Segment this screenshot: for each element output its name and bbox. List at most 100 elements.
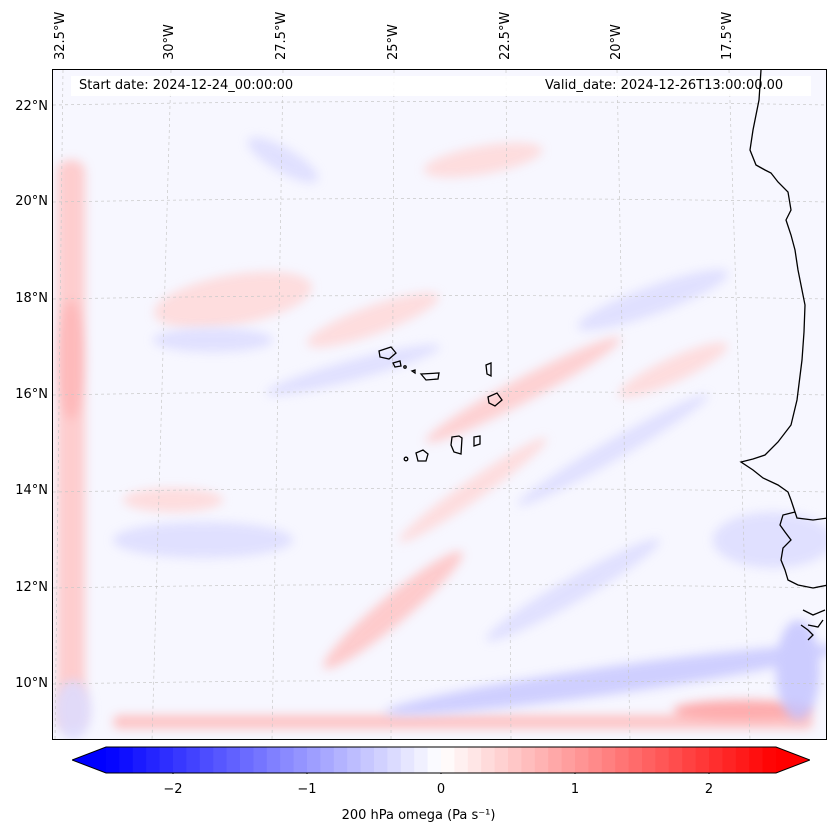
colorbar-segment	[709, 747, 723, 773]
island-sao-nicolau	[419, 372, 440, 381]
latitude-label-16n: 16°N	[15, 387, 48, 402]
colorbar-segment	[722, 747, 737, 773]
island-boa-vista	[487, 392, 503, 407]
colorbar-segment	[601, 747, 616, 773]
negative-omega-patches	[55, 137, 826, 739]
colorbar-segment	[454, 747, 469, 773]
cape-verde-islands	[378, 346, 503, 462]
parallel	[53, 101, 826, 106]
colorbar-segment	[146, 747, 161, 773]
colorbar-outline	[72, 746, 810, 774]
colorbar-segment	[655, 747, 670, 773]
parallel	[53, 584, 826, 589]
colorbar-segment	[508, 747, 522, 773]
colorbar-segment	[494, 747, 509, 773]
patch	[247, 137, 319, 183]
meridian	[54, 70, 64, 739]
parallel	[53, 391, 826, 396]
omega-field-map	[53, 70, 826, 739]
colorbar-segment	[682, 747, 697, 773]
colorbar-tick-label: 2	[704, 782, 714, 797]
colorbar-segment	[132, 747, 147, 773]
meridian	[390, 70, 395, 739]
island-sao-vicente	[392, 360, 402, 368]
patch	[55, 680, 91, 739]
colorbar-tick-label: 1	[570, 782, 580, 797]
southern-band	[113, 715, 813, 729]
colorbar-segment	[159, 747, 174, 773]
colorbar-segment	[441, 747, 455, 773]
island-sal	[485, 362, 492, 378]
colorbar-segment	[628, 747, 643, 773]
colorbar-segment	[360, 747, 375, 773]
graticule	[53, 70, 826, 739]
patch	[153, 328, 273, 352]
island-santo-antao	[378, 346, 397, 360]
colorbar-tick-label: 0	[436, 782, 446, 797]
western-band-core	[57, 300, 85, 420]
latitude-label-20n: 20°N	[15, 194, 48, 209]
map-panel	[52, 69, 827, 740]
patch	[423, 142, 543, 178]
latitude-label-12n: 12°N	[15, 580, 48, 595]
patch	[486, 538, 660, 642]
meridian	[271, 70, 284, 739]
meridian	[505, 70, 512, 739]
colorbar-segment	[307, 747, 321, 773]
island-islet	[410, 369, 416, 375]
colorbar-segment	[521, 747, 536, 773]
parallel	[53, 295, 826, 300]
colorbar-segment	[561, 747, 576, 773]
coastal-blue	[776, 620, 820, 720]
colorbar-segment	[762, 747, 777, 773]
colorbar-segments	[106, 747, 777, 773]
longitude-label-27-5w: 27.5°W	[274, 11, 289, 60]
colorbar-segment	[119, 747, 134, 773]
longitude-label-17-5w: 17.5°W	[720, 11, 735, 60]
southern-band-core	[673, 700, 813, 720]
start-date-label: Start date: 2024-12-24_00:00:00	[79, 78, 294, 93]
valid-date-label: Valid_date: 2024-12-26T13:00:00.00	[545, 78, 784, 93]
latitude-label-18n: 18°N	[15, 291, 48, 306]
colorbar-segment	[266, 747, 281, 773]
patch	[154, 271, 312, 329]
colorbar-segment	[467, 747, 482, 773]
latitude-label-22n: 22°N	[15, 99, 48, 114]
colorbar-segment	[293, 747, 308, 773]
colorbar-segment	[226, 747, 241, 773]
colorbar-segment	[615, 747, 630, 773]
date-strip	[71, 76, 811, 96]
patch	[713, 512, 826, 568]
latitude-label-14n: 14°N	[15, 483, 48, 498]
patch	[577, 269, 729, 331]
longitude-label-25w: 25°W	[386, 24, 401, 60]
island-santiago	[450, 435, 463, 455]
island-maio	[473, 435, 481, 447]
meridian	[728, 70, 751, 739]
colorbar-segment	[173, 747, 187, 773]
island-brava	[403, 456, 409, 462]
colorbar-segment	[199, 747, 214, 773]
patch	[517, 394, 709, 506]
colorbar	[72, 746, 810, 774]
longitude-label-22-5w: 22.5°W	[498, 11, 513, 60]
colorbar-segment	[668, 747, 683, 773]
colorbar-segment	[642, 747, 656, 773]
longitude-label-20w: 20°W	[609, 24, 624, 60]
patch	[113, 522, 293, 558]
longitude-label-30w: 30°W	[162, 24, 177, 60]
colorbar-segment	[695, 747, 710, 773]
parallel	[53, 488, 826, 493]
patch	[618, 342, 728, 398]
meridian	[151, 70, 172, 739]
colorbar-segment	[575, 747, 589, 773]
colorbar-segment	[106, 747, 120, 773]
meridian	[616, 70, 631, 739]
colorbar-segment	[414, 747, 429, 773]
colorbar-segment	[481, 747, 496, 773]
colorbar-segment	[253, 747, 268, 773]
latitude-label-10n: 10°N	[15, 676, 48, 691]
patch	[266, 344, 440, 396]
colorbar-segment	[186, 747, 201, 773]
colorbar-tick-label: −2	[163, 782, 183, 797]
